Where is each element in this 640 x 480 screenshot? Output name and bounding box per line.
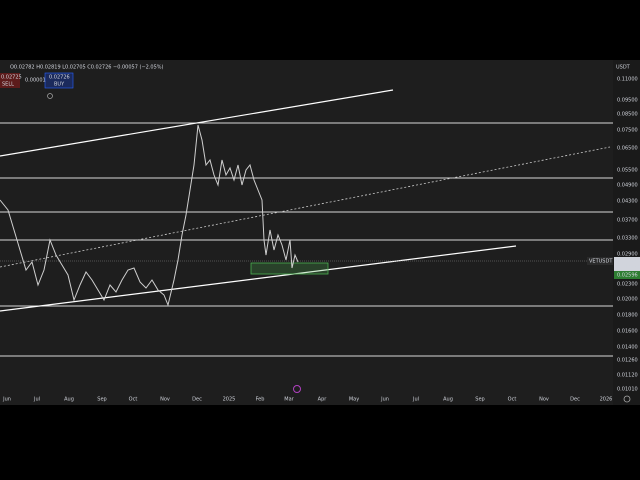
last-price-tag <box>614 257 640 271</box>
time-label: Apr <box>318 397 328 403</box>
time-label: Sep <box>97 397 106 403</box>
price-label: 0.04900 <box>617 183 638 189</box>
time-label: Nov <box>539 397 549 403</box>
sell-label[interactable]: SELL <box>2 82 14 88</box>
horizontal-lines <box>0 122 613 357</box>
ohlc: O0.02782 H0.02819 L0.02705 C0.02726 −0.0… <box>10 65 164 71</box>
time-label: Mar <box>284 397 294 403</box>
settings-icon[interactable] <box>623 395 631 403</box>
buy-button[interactable] <box>44 72 74 89</box>
time-label: Dec <box>570 397 580 403</box>
price-label: 0.02900 <box>617 252 638 258</box>
symbol: VETUSDT <box>589 259 613 265</box>
price-label: 0.06500 <box>617 146 638 152</box>
eye-icon[interactable] <box>47 93 53 99</box>
countdown: 07:16:00 <box>617 265 639 271</box>
price-label: 0.03300 <box>617 236 638 242</box>
price-label: 0.07500 <box>617 128 638 134</box>
box-price-tag <box>614 271 640 279</box>
price-label: 0.01400 <box>617 345 638 351</box>
price-label: 0.03700 <box>617 218 638 224</box>
time-label: Nov <box>160 397 170 403</box>
price-label: 0.01010 <box>617 387 638 393</box>
price-label: 0.01800 <box>617 313 638 319</box>
chart-area <box>0 60 640 405</box>
price-label: 0.01600 <box>617 329 638 335</box>
time-label: Jul <box>33 397 40 403</box>
buy-price[interactable]: 0.02726 <box>49 75 70 81</box>
price-axis <box>613 60 640 405</box>
price-label: 0.02300 <box>617 282 638 288</box>
time-label: Sep <box>475 397 484 403</box>
time-label: May <box>349 397 359 403</box>
price-trace <box>0 124 299 307</box>
price-label: 0.05500 <box>617 168 638 174</box>
box-price: 0.02596 <box>617 273 638 279</box>
event-icon[interactable] <box>293 385 301 393</box>
price-label: 0.04300 <box>617 199 638 205</box>
currency[interactable]: USDT <box>616 65 631 71</box>
time-label: Jun <box>380 397 389 403</box>
spread: 0.00001 <box>25 78 46 84</box>
time-label: Aug <box>443 397 453 403</box>
last-price: 0.02726 <box>617 259 638 265</box>
price-label: 0.02000 <box>617 297 638 303</box>
price-label: 0.01260 <box>617 358 638 364</box>
time-label: Dec <box>192 397 202 403</box>
trend-line <box>0 245 517 312</box>
sell-price[interactable]: 0.02725 <box>1 75 22 81</box>
price-label: 0.08500 <box>617 112 638 118</box>
time-label: Oct <box>129 397 138 403</box>
time-label: 2026 <box>600 397 613 403</box>
time-label: Oct <box>508 397 517 403</box>
price-label: 0.01120 <box>617 373 638 379</box>
time-label: Jun <box>2 397 11 403</box>
time-label: Aug <box>64 397 74 403</box>
time-label: Feb <box>256 397 265 403</box>
sell-button[interactable] <box>0 73 20 88</box>
trend-line <box>0 89 394 157</box>
time-label: Jul <box>412 397 419 403</box>
symbol-tag <box>587 257 613 265</box>
price-label: 0.09500 <box>617 98 638 104</box>
buy-label[interactable]: BUY <box>54 82 65 88</box>
price-label: 0.11000 <box>617 77 638 83</box>
zone-box <box>250 262 329 275</box>
time-label: 2025 <box>223 397 236 403</box>
